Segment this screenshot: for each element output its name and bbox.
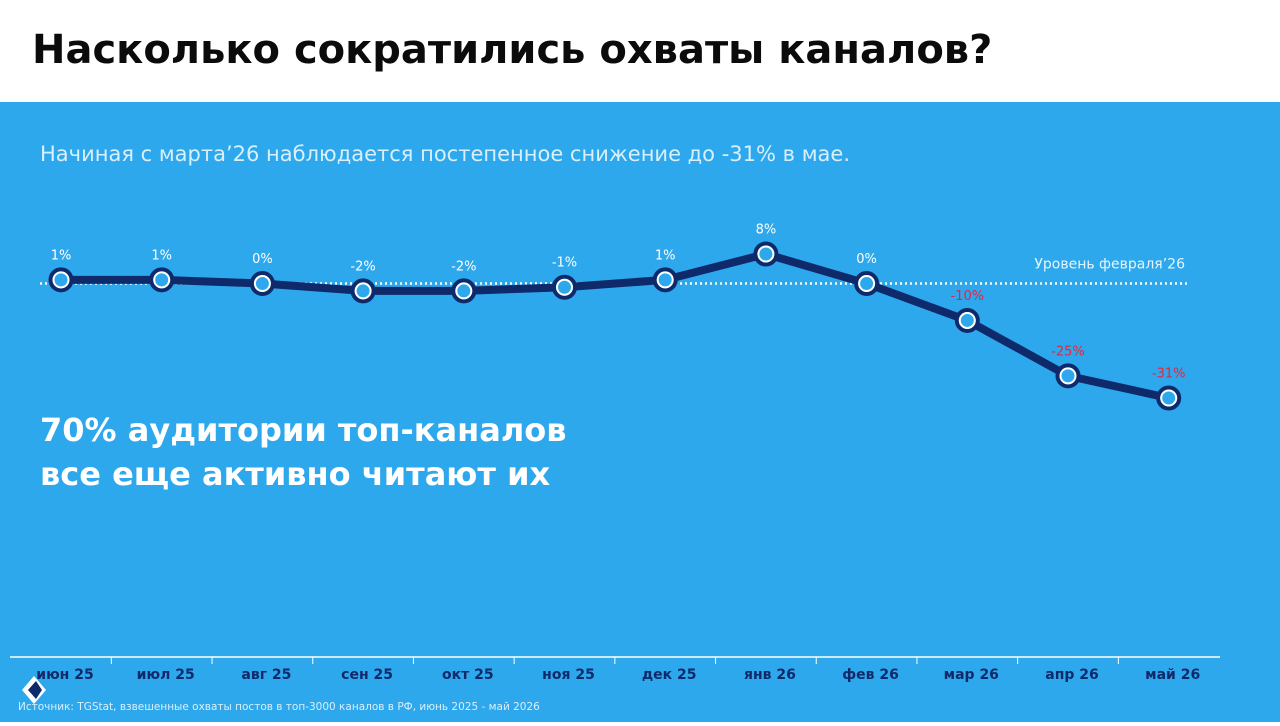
data-point-ring (858, 275, 876, 293)
data-point-ring (1059, 367, 1077, 385)
value-label: 1% (151, 248, 172, 263)
x-tick-label: фев 26 (842, 667, 899, 683)
value-label: 1% (655, 248, 676, 263)
x-tick-label: ноя 25 (542, 667, 595, 683)
value-label: -1% (552, 256, 577, 271)
logo (22, 676, 46, 704)
data-point-ring (958, 311, 976, 329)
x-tick-label: июн 25 (36, 667, 93, 683)
data-point-ring (52, 271, 70, 289)
data-point-ring (1160, 389, 1178, 407)
value-label: 0% (856, 252, 877, 267)
subtitle: Начиная с марта’26 наблюдается постепенн… (40, 142, 850, 166)
header (0, 0, 1280, 102)
value-label: 8% (756, 223, 777, 238)
data-point-ring (354, 282, 372, 300)
annotation: 70% аудитории топ-каналов (40, 411, 566, 449)
value-label: -25% (1051, 344, 1085, 359)
value-label: -2% (350, 259, 375, 274)
value-label: -2% (451, 259, 476, 274)
background (0, 102, 1280, 722)
x-tick-label: май 26 (1145, 667, 1200, 683)
source: Источник: TGStat, взвешенные охваты пост… (18, 701, 540, 713)
value-label: -31% (1152, 367, 1186, 382)
data-point-ring (455, 282, 473, 300)
data-point-ring (757, 245, 775, 263)
annotation: все еще активно читают их (40, 455, 551, 493)
title: Насколько сократились охваты каналов? (32, 27, 992, 73)
x-tick-label: дек 25 (642, 667, 697, 683)
data-line (61, 250, 1170, 402)
value-label: 0% (252, 252, 273, 267)
data-point-ring (656, 271, 674, 289)
data-point-ring (556, 278, 573, 296)
x-tick-label: мар 26 (944, 667, 999, 683)
x-tick-label: июл 25 (137, 667, 195, 683)
reference-label: Уровень февраля’26 (1034, 257, 1185, 273)
x-tick-label: апр 26 (1045, 667, 1099, 683)
x-tick-label: янв 26 (744, 667, 796, 683)
x-tick-label: окт 25 (442, 667, 494, 683)
x-tick-label: сен 25 (341, 667, 393, 683)
data-point-ring (253, 275, 271, 293)
value-label: -10% (951, 289, 985, 304)
data-point-ring (153, 271, 171, 289)
x-tick-label: авг 25 (241, 667, 291, 683)
value-label: 1% (51, 248, 72, 263)
